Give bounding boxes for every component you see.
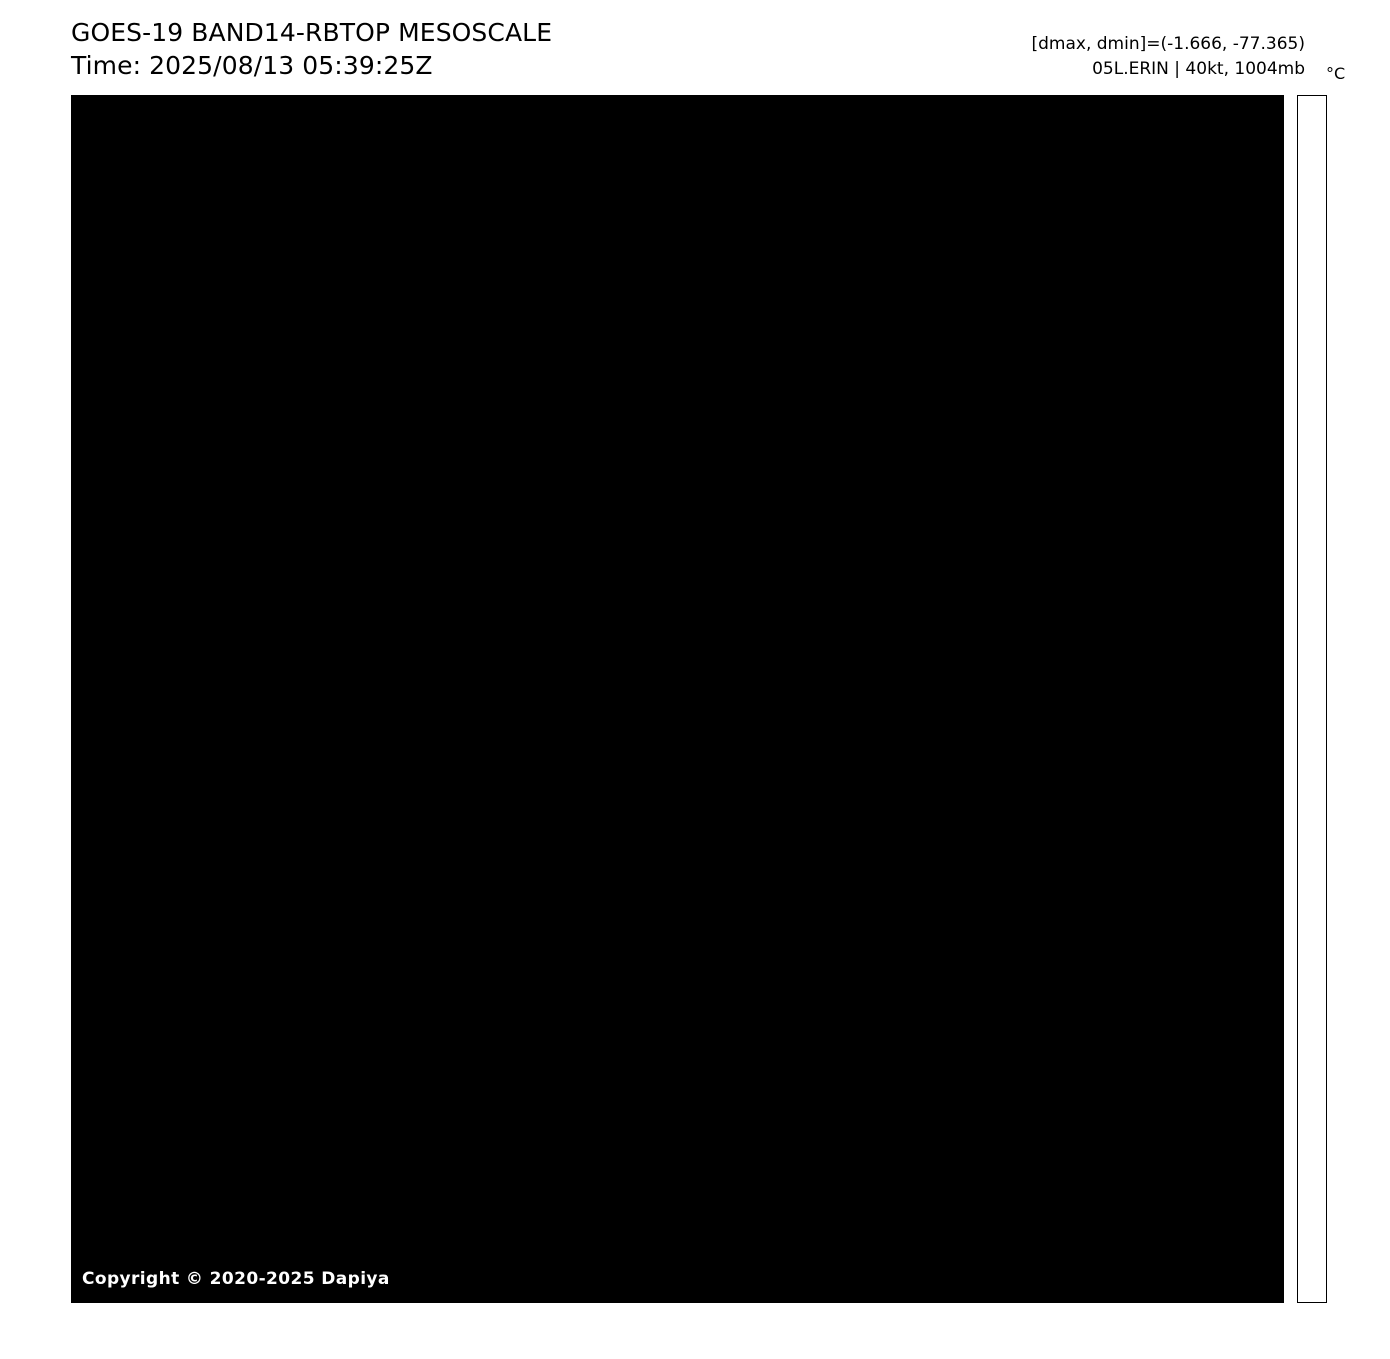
dmax-dmin-readout: [dmax, dmin]=(-1.666, -77.365) [1031,34,1306,54]
satellite-imagery-canvas [71,95,1284,1303]
copyright-notice: Copyright © 2020-2025 Dapiya [82,1269,390,1289]
page-title: GOES-19 BAND14-RBTOP MESOSCALE Time: 202… [71,16,831,82]
timestamp: Time: 2025/08/13 05:39:25Z [71,51,433,80]
colorbar-gradient [1297,95,1327,1303]
product-title: GOES-19 BAND14-RBTOP MESOSCALE [71,18,553,47]
colorbar-unit-label: °C [1326,64,1346,83]
metadata-block: [dmax, dmin]=(-1.666, -77.365) 05L.ERIN … [1032,32,1306,82]
colorbar[interactable] [1297,95,1327,1303]
lat-lon-graticule [71,95,1284,1303]
storm-identifier: 05L.ERIN | 40kt, 1004mb [1092,59,1305,79]
satellite-image-plot[interactable]: Copyright © 2020-2025 Dapiya [71,95,1284,1303]
